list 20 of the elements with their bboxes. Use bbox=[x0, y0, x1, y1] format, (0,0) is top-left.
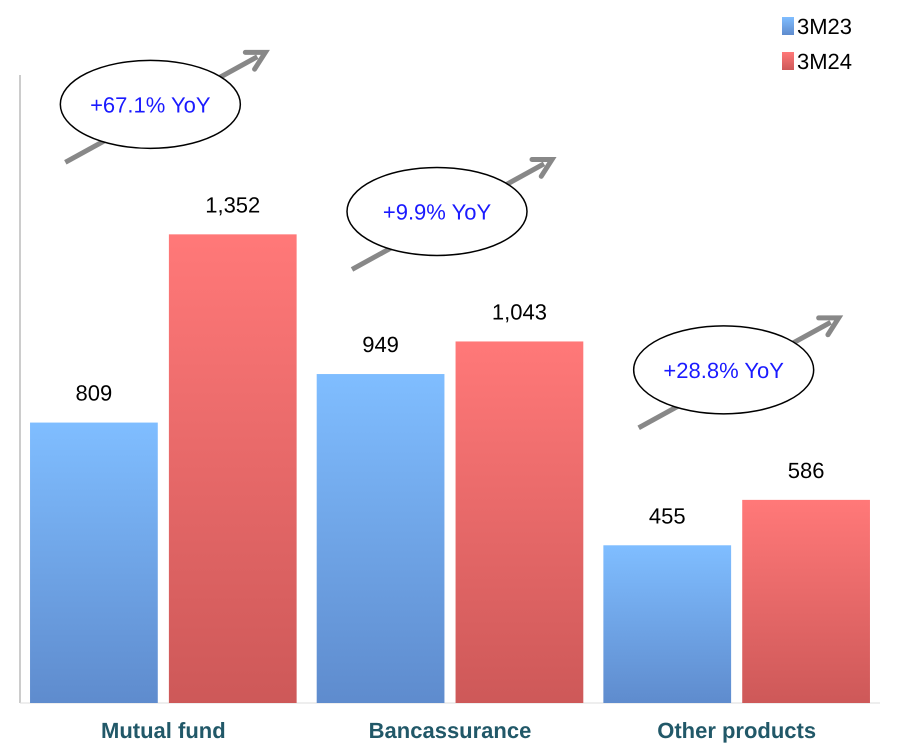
bar bbox=[742, 500, 870, 703]
data-label: 809 bbox=[76, 380, 112, 406]
data-label: 586 bbox=[788, 458, 824, 483]
legend-label: 3M24 bbox=[797, 49, 852, 74]
data-label: 455 bbox=[648, 503, 686, 528]
bar bbox=[456, 341, 584, 703]
data-label: 949 bbox=[362, 332, 399, 358]
bar bbox=[168, 234, 297, 703]
x-tick-label: Other products bbox=[657, 718, 816, 743]
text: +9.9% YoY bbox=[382, 199, 492, 224]
annotation: +28.8% YoY bbox=[663, 358, 784, 383]
bar bbox=[316, 374, 444, 703]
x-tick-label: Bancassurance bbox=[368, 718, 532, 743]
data-label: 1,043 bbox=[492, 299, 547, 324]
bar bbox=[30, 422, 158, 703]
x-tick-label: Mutual fund bbox=[101, 718, 226, 743]
bar bbox=[603, 545, 732, 703]
text: +67.1% YoY bbox=[90, 92, 211, 118]
legend-label: 3M23 bbox=[797, 14, 852, 39]
data-label: 1,352 bbox=[205, 192, 260, 218]
